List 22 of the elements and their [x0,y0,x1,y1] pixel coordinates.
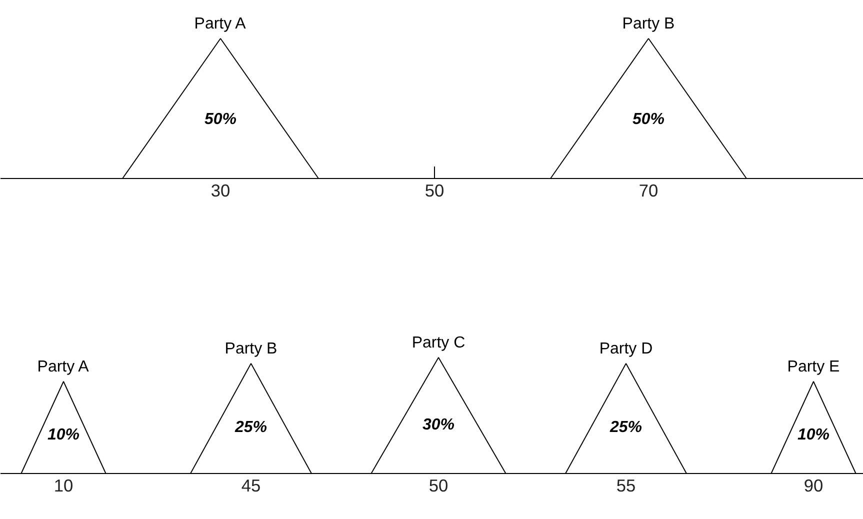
data-label: 50% [204,111,237,128]
text: 10 [54,476,74,496]
category-label: Party A [194,16,246,32]
text: 50 [424,180,444,200]
text: 90 [804,476,824,496]
category-label: Party E [787,358,840,376]
text: 30 [210,180,230,200]
category-label: Party B [622,16,675,32]
category-label: Party C [412,334,466,352]
text: 70 [638,180,658,200]
data-label: 30% [422,416,455,434]
category-label: Party B [224,340,278,358]
category-label: Party D [599,340,653,358]
data-label: 10% [797,426,830,444]
text: 45 [241,476,261,496]
data-label: 10% [47,426,80,444]
data-label: 25% [234,418,268,436]
data-label: 50% [632,111,665,128]
text: 50 [428,476,448,496]
data-label: 25% [608,418,642,436]
category-label: Party A [37,358,90,376]
text: 55 [616,476,636,496]
